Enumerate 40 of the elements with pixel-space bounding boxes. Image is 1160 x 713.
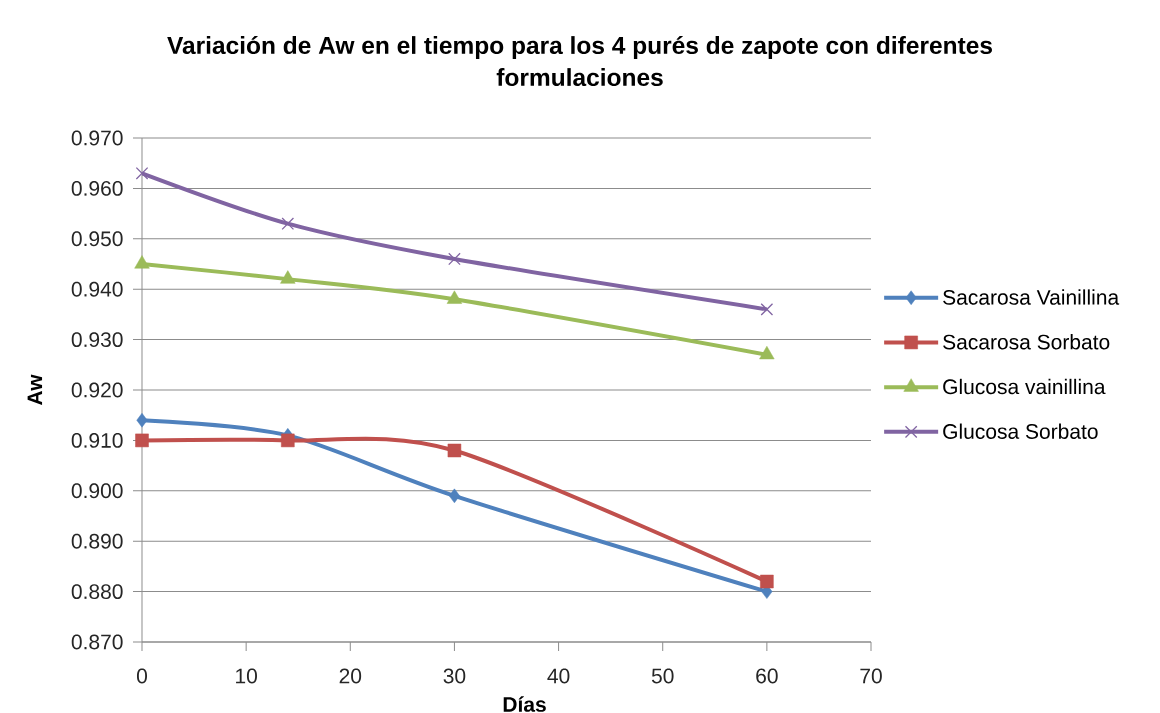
- point: [760, 303, 774, 316]
- y-tick-label: 0.870: [71, 634, 123, 650]
- y-tick-label: 0.900: [71, 483, 123, 499]
- y-tick-label: 0.950: [71, 231, 123, 247]
- x-tick-label: 60: [756, 668, 778, 684]
- x-tick-label: 10: [236, 668, 257, 684]
- x-tick-label: 0: [136, 668, 148, 684]
- y-tick-label: 0.970: [71, 130, 123, 146]
- legend-label: Glucosa Sorbato: [943, 423, 1098, 439]
- point: [447, 443, 462, 458]
- point: [134, 255, 150, 269]
- x-tick-label: 20: [339, 668, 362, 684]
- legend-label: Sacarosa Vainillina: [943, 289, 1120, 305]
- y-tick-label: 0.910: [71, 432, 123, 448]
- legend-label: Sacarosa Sorbato: [943, 334, 1110, 350]
- x-tick-label: 40: [547, 668, 570, 684]
- point: [281, 433, 295, 448]
- y-tick-label: 0.890: [71, 533, 123, 549]
- y-axis-title: Aw: [27, 374, 43, 406]
- point: [135, 433, 149, 448]
- legend-label: Glucosa vainillina: [943, 378, 1106, 395]
- x-tick-label: 70: [860, 668, 882, 684]
- point: [136, 412, 148, 428]
- y-tick-label: 0.880: [71, 584, 123, 600]
- point: [446, 290, 463, 304]
- chart-title: Variación de Aw en el tiempo para los 4 purés de zapote con diferentes formulaciones: [167, 35, 992, 87]
- y-tick-label: 0.920: [71, 382, 123, 398]
- point: [760, 574, 774, 589]
- point: [135, 166, 149, 180]
- y-tick-label: 0.960: [71, 180, 123, 196]
- x-tick-label: 30: [443, 668, 466, 684]
- x-tick-label: 50: [651, 668, 674, 684]
- y-tick-label: 0.940: [71, 281, 123, 297]
- x-axis-title: Días: [503, 696, 546, 712]
- point: [280, 270, 296, 284]
- point: [448, 252, 461, 266]
- point: [448, 488, 460, 504]
- point: [759, 345, 775, 360]
- point: [281, 217, 295, 230]
- y-tick-label: 0.930: [71, 332, 123, 348]
